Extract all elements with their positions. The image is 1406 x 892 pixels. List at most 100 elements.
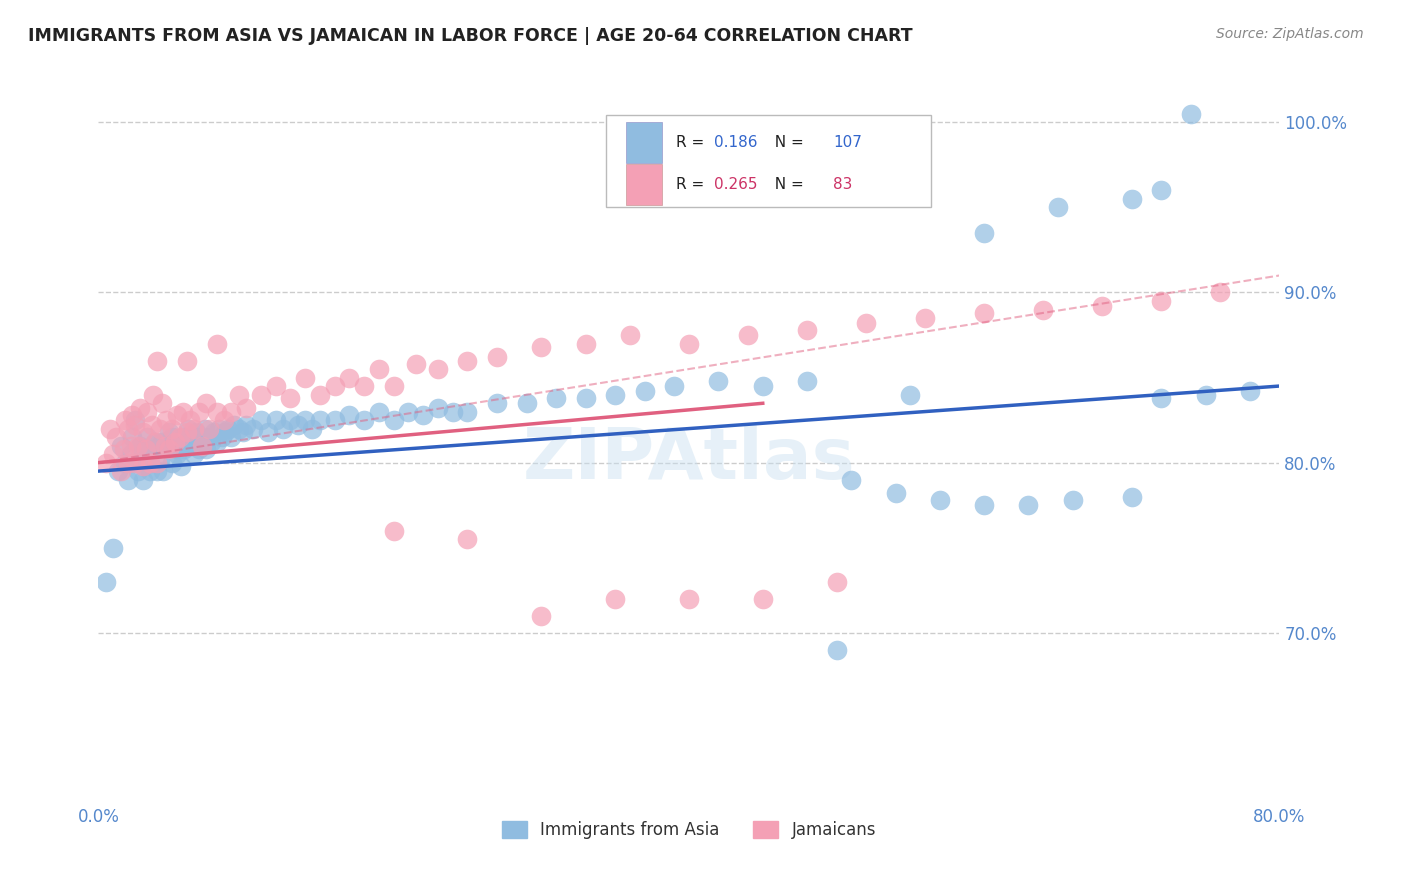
Point xyxy=(427,362,450,376)
Point xyxy=(280,391,302,405)
Text: 0.186: 0.186 xyxy=(714,135,758,150)
Point xyxy=(157,442,180,456)
Point xyxy=(195,442,218,456)
Point xyxy=(176,425,198,439)
Point xyxy=(1150,183,1173,197)
Point xyxy=(1150,293,1173,308)
Point xyxy=(796,374,818,388)
Text: Source: ZipAtlas.com: Source: ZipAtlas.com xyxy=(1216,27,1364,41)
Point xyxy=(132,442,155,456)
Point xyxy=(235,401,257,416)
Point xyxy=(271,421,294,435)
Point xyxy=(301,421,323,435)
Text: ZIPAtlas: ZIPAtlas xyxy=(523,425,855,493)
Point xyxy=(825,574,848,589)
Text: N =: N = xyxy=(765,135,808,150)
Point xyxy=(188,430,211,444)
Text: R =: R = xyxy=(676,135,709,150)
Point xyxy=(184,425,207,439)
Point xyxy=(172,404,194,418)
Point xyxy=(235,418,257,433)
Legend: Immigrants from Asia, Jamaicans: Immigrants from Asia, Jamaicans xyxy=(495,814,883,846)
Point xyxy=(294,370,316,384)
Point xyxy=(132,473,155,487)
Point xyxy=(117,456,139,470)
Point xyxy=(169,430,191,444)
Point xyxy=(605,591,627,606)
Point xyxy=(575,336,598,351)
Point xyxy=(605,387,627,401)
FancyBboxPatch shape xyxy=(626,122,662,162)
Point xyxy=(124,413,146,427)
Point xyxy=(678,591,700,606)
Point xyxy=(165,435,187,450)
Point xyxy=(143,435,166,450)
Point xyxy=(94,456,117,470)
Point xyxy=(177,421,200,435)
Point xyxy=(152,464,174,478)
Point xyxy=(339,370,361,384)
Text: 83: 83 xyxy=(832,177,852,192)
Point xyxy=(339,408,361,422)
Point xyxy=(107,464,129,478)
Point xyxy=(146,456,169,470)
Point xyxy=(112,442,135,456)
Point xyxy=(170,458,193,473)
Point xyxy=(117,421,139,435)
Point xyxy=(139,456,162,470)
Point xyxy=(250,413,273,427)
Point xyxy=(309,387,332,401)
Point xyxy=(841,473,863,487)
Point xyxy=(1121,490,1143,504)
Point xyxy=(382,524,405,538)
Point xyxy=(796,323,818,337)
Point xyxy=(228,387,250,401)
Point xyxy=(142,387,165,401)
Point xyxy=(117,473,139,487)
Point xyxy=(162,430,183,444)
Point xyxy=(530,608,553,623)
Point xyxy=(217,421,239,435)
Text: IMMIGRANTS FROM ASIA VS JAMAICAN IN LABOR FORCE | AGE 20-64 CORRELATION CHART: IMMIGRANTS FROM ASIA VS JAMAICAN IN LABO… xyxy=(28,27,912,45)
Point xyxy=(211,430,233,444)
Point xyxy=(752,379,775,393)
Point xyxy=(179,413,201,427)
Point xyxy=(139,456,162,470)
Point xyxy=(486,350,509,364)
Point xyxy=(1062,493,1084,508)
Point xyxy=(200,435,222,450)
Point xyxy=(132,458,155,473)
Point xyxy=(114,413,136,427)
Point xyxy=(457,532,479,546)
Point xyxy=(1018,498,1040,512)
Point xyxy=(634,384,657,399)
Point xyxy=(173,442,195,456)
Point xyxy=(884,486,907,500)
Point xyxy=(457,353,479,368)
Point xyxy=(181,430,204,444)
Point xyxy=(368,404,391,418)
Point xyxy=(191,439,214,453)
Point xyxy=(120,439,142,453)
Point xyxy=(187,404,209,418)
Point xyxy=(183,447,205,461)
Point xyxy=(323,413,346,427)
Point xyxy=(124,456,146,470)
Point xyxy=(516,396,538,410)
Point xyxy=(825,642,848,657)
Point xyxy=(176,353,198,368)
Point xyxy=(398,404,420,418)
Point xyxy=(224,418,246,433)
Point xyxy=(176,435,198,450)
Point xyxy=(149,452,172,467)
Point xyxy=(153,439,176,453)
Point xyxy=(150,396,173,410)
Point xyxy=(1195,387,1218,401)
Point xyxy=(98,421,121,435)
Point xyxy=(575,391,598,405)
Point xyxy=(157,425,180,439)
Point xyxy=(221,404,243,418)
Point xyxy=(162,421,183,435)
Point xyxy=(427,401,450,416)
Point xyxy=(198,421,221,435)
